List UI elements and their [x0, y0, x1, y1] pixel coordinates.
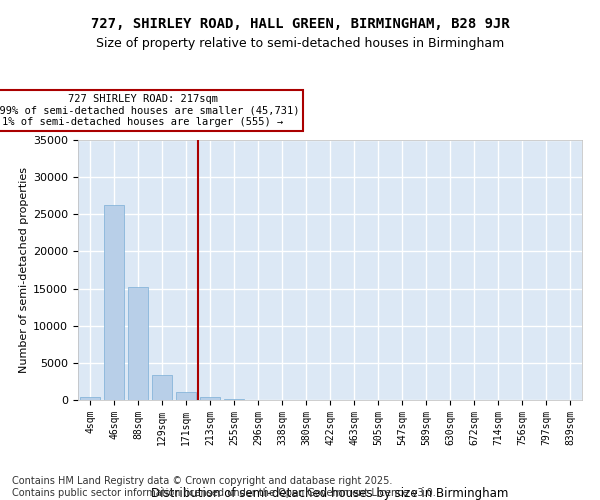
Text: 727 SHIRLEY ROAD: 217sqm
← 99% of semi-detached houses are smaller (45,731)
1% o: 727 SHIRLEY ROAD: 217sqm ← 99% of semi-d…	[0, 94, 299, 127]
Text: Size of property relative to semi-detached houses in Birmingham: Size of property relative to semi-detach…	[96, 38, 504, 51]
Bar	[80, 397, 100, 400]
Text: 727, SHIRLEY ROAD, HALL GREEN, BIRMINGHAM, B28 9JR: 727, SHIRLEY ROAD, HALL GREEN, BIRMINGHA…	[91, 18, 509, 32]
Bar	[176, 392, 196, 400]
Y-axis label: Number of semi-detached properties: Number of semi-detached properties	[19, 167, 29, 373]
Bar	[200, 396, 220, 400]
X-axis label: Distribution of semi-detached houses by size in Birmingham: Distribution of semi-detached houses by …	[151, 486, 509, 500]
Bar	[128, 287, 148, 400]
Bar	[224, 399, 244, 400]
Bar	[104, 206, 124, 400]
Bar	[152, 374, 172, 400]
Text: Contains HM Land Registry data © Crown copyright and database right 2025.
Contai: Contains HM Land Registry data © Crown c…	[12, 476, 436, 498]
